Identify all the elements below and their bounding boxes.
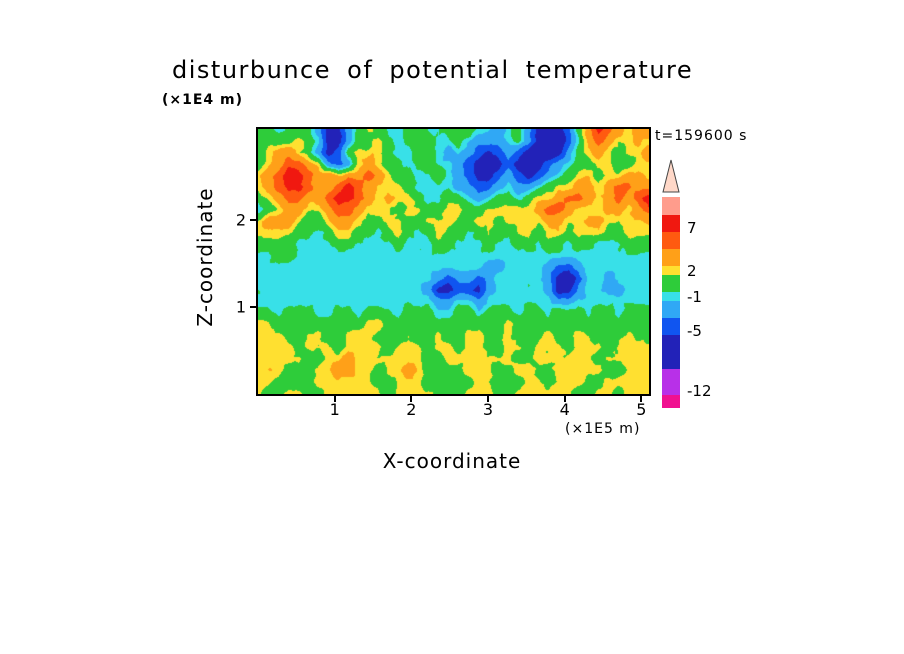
y-axis-title: Z-coordinate: [193, 187, 217, 327]
y-tick-mark: [250, 306, 256, 309]
colorbar-segment: [662, 266, 680, 275]
plot-frame: [250, 127, 651, 402]
x-tick-mark: [410, 396, 413, 402]
x-tick-labels: 1 2 3 4 5: [258, 400, 649, 420]
x-tick-label: 4: [559, 400, 570, 419]
colorbar-tick-label: 2: [687, 262, 697, 280]
colorbar-segment: [662, 335, 680, 369]
colorbar-segments: [662, 197, 680, 408]
colorbar-segment: [662, 275, 680, 292]
colorbar-tick-label: -12: [687, 382, 712, 400]
colorbar-segment: [662, 232, 680, 249]
colorbar-segment: [662, 197, 680, 215]
colorbar: [662, 159, 680, 408]
colorbar-tick-label: -5: [687, 322, 702, 340]
colorbar-segment: [662, 318, 680, 335]
x-tick-mark: [487, 396, 489, 402]
colorbar-segment: [662, 249, 680, 266]
x-tick-mark: [640, 396, 643, 402]
x-tick-label: 3: [482, 400, 494, 419]
y-axis-unit-label: (×1E4 m): [162, 92, 244, 108]
colorbar-segment: [662, 369, 680, 395]
x-tick-label: 5: [636, 400, 647, 419]
colorbar-arrow-tip-icon: [662, 159, 680, 193]
x-axis-unit-label: (×1E5 m): [565, 421, 641, 437]
x-tick-mark: [333, 396, 336, 402]
colorbar-segment: [662, 395, 680, 408]
x-tick-label: 2: [406, 400, 417, 419]
colorbar-segment: [662, 292, 680, 301]
x-axis-title: X-coordinate: [382, 449, 522, 473]
colorbar-tick-label: -1: [687, 288, 702, 306]
colorbar-tick-label: 7: [687, 219, 697, 237]
x-tick-label: 1: [329, 400, 340, 419]
y-tick-label: 2: [235, 210, 246, 230]
y-tick-mark: [250, 219, 256, 222]
colorbar-labels: 7 2 -1 -5 -12: [687, 193, 727, 413]
colorbar-segment: [662, 215, 680, 232]
x-tick-mark: [563, 396, 566, 402]
contour-canvas: [258, 129, 649, 394]
colorbar-segment: [662, 301, 680, 318]
chart-title: disturbunce of potential temperature: [172, 56, 694, 84]
y-tick-label: 1: [235, 297, 246, 317]
time-label: t=159600 s: [655, 128, 748, 144]
